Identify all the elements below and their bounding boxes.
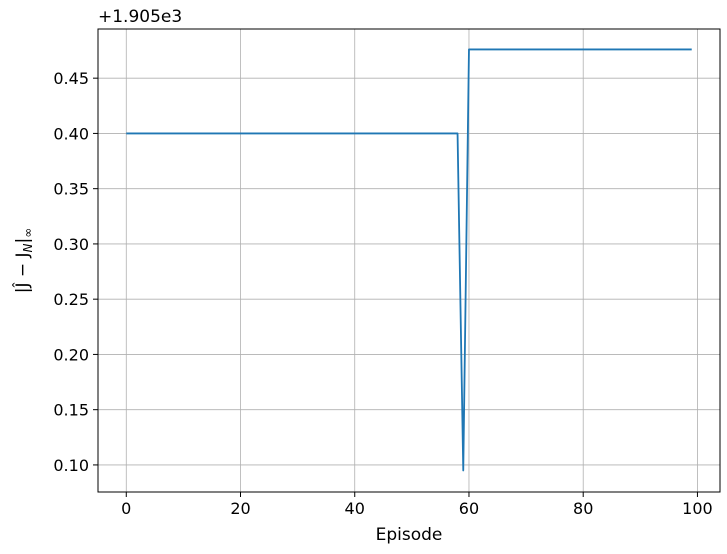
- x-tick-label: 80: [573, 499, 593, 518]
- grid-lines: [98, 29, 720, 492]
- y-tick-label: 0.30: [53, 235, 89, 254]
- plot-frame: [97, 28, 721, 493]
- y-tick-label: 0.10: [53, 456, 89, 475]
- series-lines: [126, 48, 692, 472]
- series-line: [126, 48, 692, 472]
- y-axis-label: |Ĵ − JN|∞: [12, 228, 35, 294]
- x-tick-label: 20: [230, 499, 250, 518]
- x-tick-label: 100: [682, 499, 713, 518]
- axis-ticks: 0 20 40 60 80 100 0.10 0.15 0.20 0.25 0.30 0.35 0.40…: [53, 69, 712, 518]
- y-tick-label: 0.40: [53, 124, 89, 143]
- y-offset-label: +1.905e3: [98, 7, 182, 27]
- y-tick-label: 0.15: [53, 401, 89, 420]
- x-tick-label: 40: [345, 499, 365, 518]
- y-tick-label: 0.35: [53, 180, 89, 199]
- y-tick-label: 0.20: [53, 345, 89, 364]
- x-tick-label: 60: [459, 499, 479, 518]
- x-axis-label: Episode: [376, 525, 443, 545]
- x-tick-label: 0: [121, 499, 131, 518]
- y-tick-label: 0.45: [53, 69, 89, 88]
- y-tick-label: 0.25: [53, 290, 89, 309]
